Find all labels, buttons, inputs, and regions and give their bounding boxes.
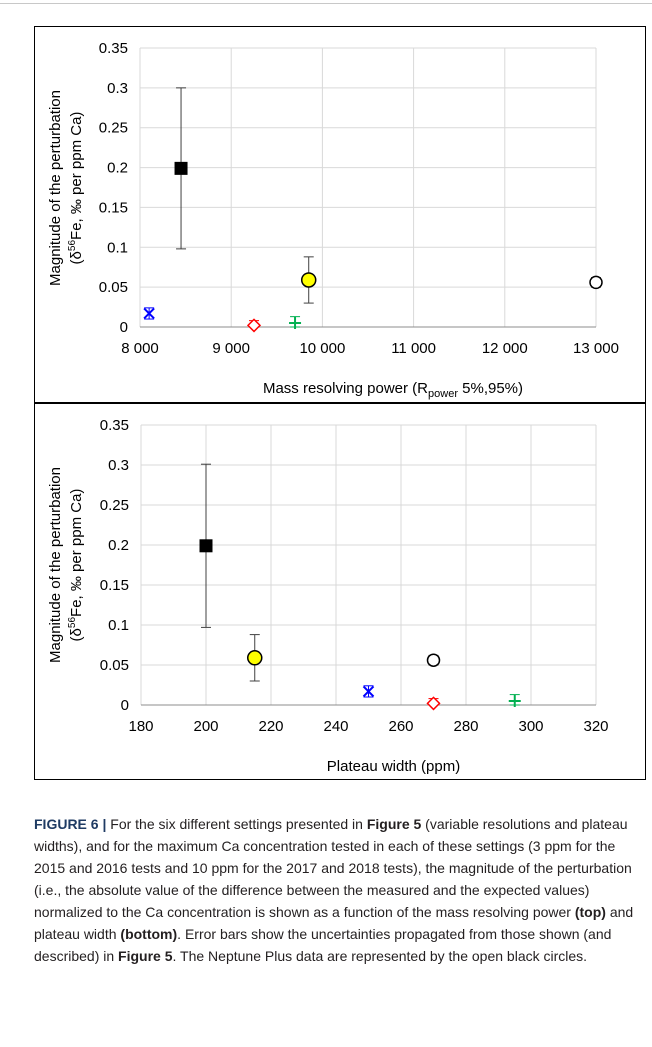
caption-segment: Figure 5 — [118, 948, 173, 964]
x-tick-label: 260 — [388, 718, 413, 735]
x-axis-title-part: Mass resolving power (R — [263, 380, 428, 397]
data-point-yellow-circle — [300, 272, 317, 288]
y-axis-title-superscript: 56 — [67, 617, 78, 629]
y-tick-label: 0.3 — [107, 80, 128, 97]
y-tick-label: 0.1 — [108, 617, 129, 634]
y-tick-label: 0.3 — [108, 457, 129, 474]
caption-segment: (top) — [574, 904, 606, 920]
x-tick-label: 13 000 — [573, 340, 619, 357]
data-point-plus-marker — [289, 317, 302, 330]
y-axis-title-part: (δ — [68, 251, 85, 264]
x-axis-title: Plateau width (ppm) — [327, 758, 460, 775]
y-tick-label: 0.15 — [99, 199, 128, 216]
x-tick-label: 280 — [453, 718, 478, 735]
y-tick-label: 0.35 — [99, 40, 128, 57]
y-tick-label: 0.35 — [100, 417, 129, 434]
x-axis-title-part: 5%,95%) — [458, 380, 523, 397]
caption-segment: For the six different settings presented… — [106, 816, 367, 832]
x-tick-label: 10 000 — [299, 340, 345, 357]
y-tick-label: 0.2 — [108, 537, 129, 554]
caption-segment: (bottom) — [120, 926, 178, 942]
y-tick-label: 0.2 — [107, 160, 128, 177]
data-point-square — [199, 539, 213, 553]
data-point-open-circle — [589, 275, 603, 290]
data-point-yellow-circle — [247, 650, 263, 666]
top-rule — [0, 3, 652, 4]
chart-bottom-plateau-width: 180 200 220 240 260 280 300 320 0 0.05 0.1 0.15 0.2 0… — [47, 417, 609, 775]
y-axis-title-superscript: 56 — [67, 240, 78, 252]
x-tick-label: 8 000 — [121, 340, 159, 357]
y-tick-label: 0.15 — [100, 577, 129, 594]
figure-label-separator: | — [102, 816, 107, 832]
y-axis-title-part: Fe, ‰ per ppm Ca) — [68, 489, 85, 617]
y-axis-title-line1: Magnitude of the perturbation — [47, 90, 64, 286]
y-tick-label: 0.25 — [99, 120, 128, 137]
x-axis-title: Mass resolving power (Rpower 5%,95%) — [263, 380, 523, 400]
caption-segment: (variable resolutions and plateau widths… — [34, 816, 632, 920]
x-tick-label: 240 — [323, 718, 348, 735]
data-point-diamond — [246, 318, 262, 333]
x-axis-title-part: Plateau width (ppm) — [327, 758, 460, 775]
caption-segment: and plateau width — [34, 904, 634, 942]
figure-caption: FIGURE 6 | For the six different setting… — [34, 813, 646, 967]
y-tick-label: 0.05 — [100, 657, 129, 674]
caption-segment: . The Neptune Plus data are represented … — [172, 948, 588, 964]
x-tick-label: 320 — [583, 718, 608, 735]
caption-body: For the six different settings presented… — [34, 816, 633, 964]
y-tick-label: 0.1 — [107, 239, 128, 256]
data-point-x-marker — [143, 307, 155, 320]
data-point-square — [174, 161, 188, 175]
x-tick-label: 9 000 — [212, 340, 250, 357]
y-tick-label: 0 — [121, 697, 129, 714]
y-axis-title-line2: (δ56Fe, ‰ per ppm Ca) — [67, 112, 85, 265]
y-tick-label: 0 — [120, 319, 128, 336]
y-tick-label: 0.25 — [100, 497, 129, 514]
y-axis-title-part: (δ — [68, 628, 85, 641]
x-axis-title-subscript: power — [428, 388, 458, 400]
x-tick-label: 11 000 — [391, 340, 436, 357]
y-axis-title-line2: (δ56Fe, ‰ per ppm Ca) — [67, 489, 85, 642]
data-point-plus-marker — [508, 695, 521, 707]
data-point-open-circle — [426, 653, 441, 667]
x-tick-label: 12 000 — [482, 340, 528, 357]
x-marker-stroke — [143, 307, 155, 320]
y-tick-label: 0.05 — [99, 279, 128, 296]
y-axis-title-part: Fe, ‰ per ppm Ca) — [68, 112, 85, 240]
caption-segment: Figure 5 — [366, 816, 422, 832]
caption-segment: . Error bars show the uncertainties prop… — [34, 926, 612, 964]
chart-top-mass-resolving-power: 8 000 9 000 10 000 11 000 12 000 13 000 0 0.05 0… — [47, 40, 619, 400]
x-tick-label: 180 — [128, 718, 153, 735]
data-point-diamond — [426, 696, 441, 711]
x-tick-label: 220 — [258, 718, 283, 735]
panel-divider — [34, 402, 646, 404]
y-axis-title-line1: Magnitude of the perturbation — [47, 467, 64, 663]
figure-label: FIGURE 6 — [34, 816, 99, 832]
x-tick-label: 300 — [518, 718, 543, 735]
data-point-x-marker — [362, 685, 375, 698]
x-marker-stroke — [362, 685, 375, 698]
x-tick-label: 200 — [193, 718, 218, 735]
